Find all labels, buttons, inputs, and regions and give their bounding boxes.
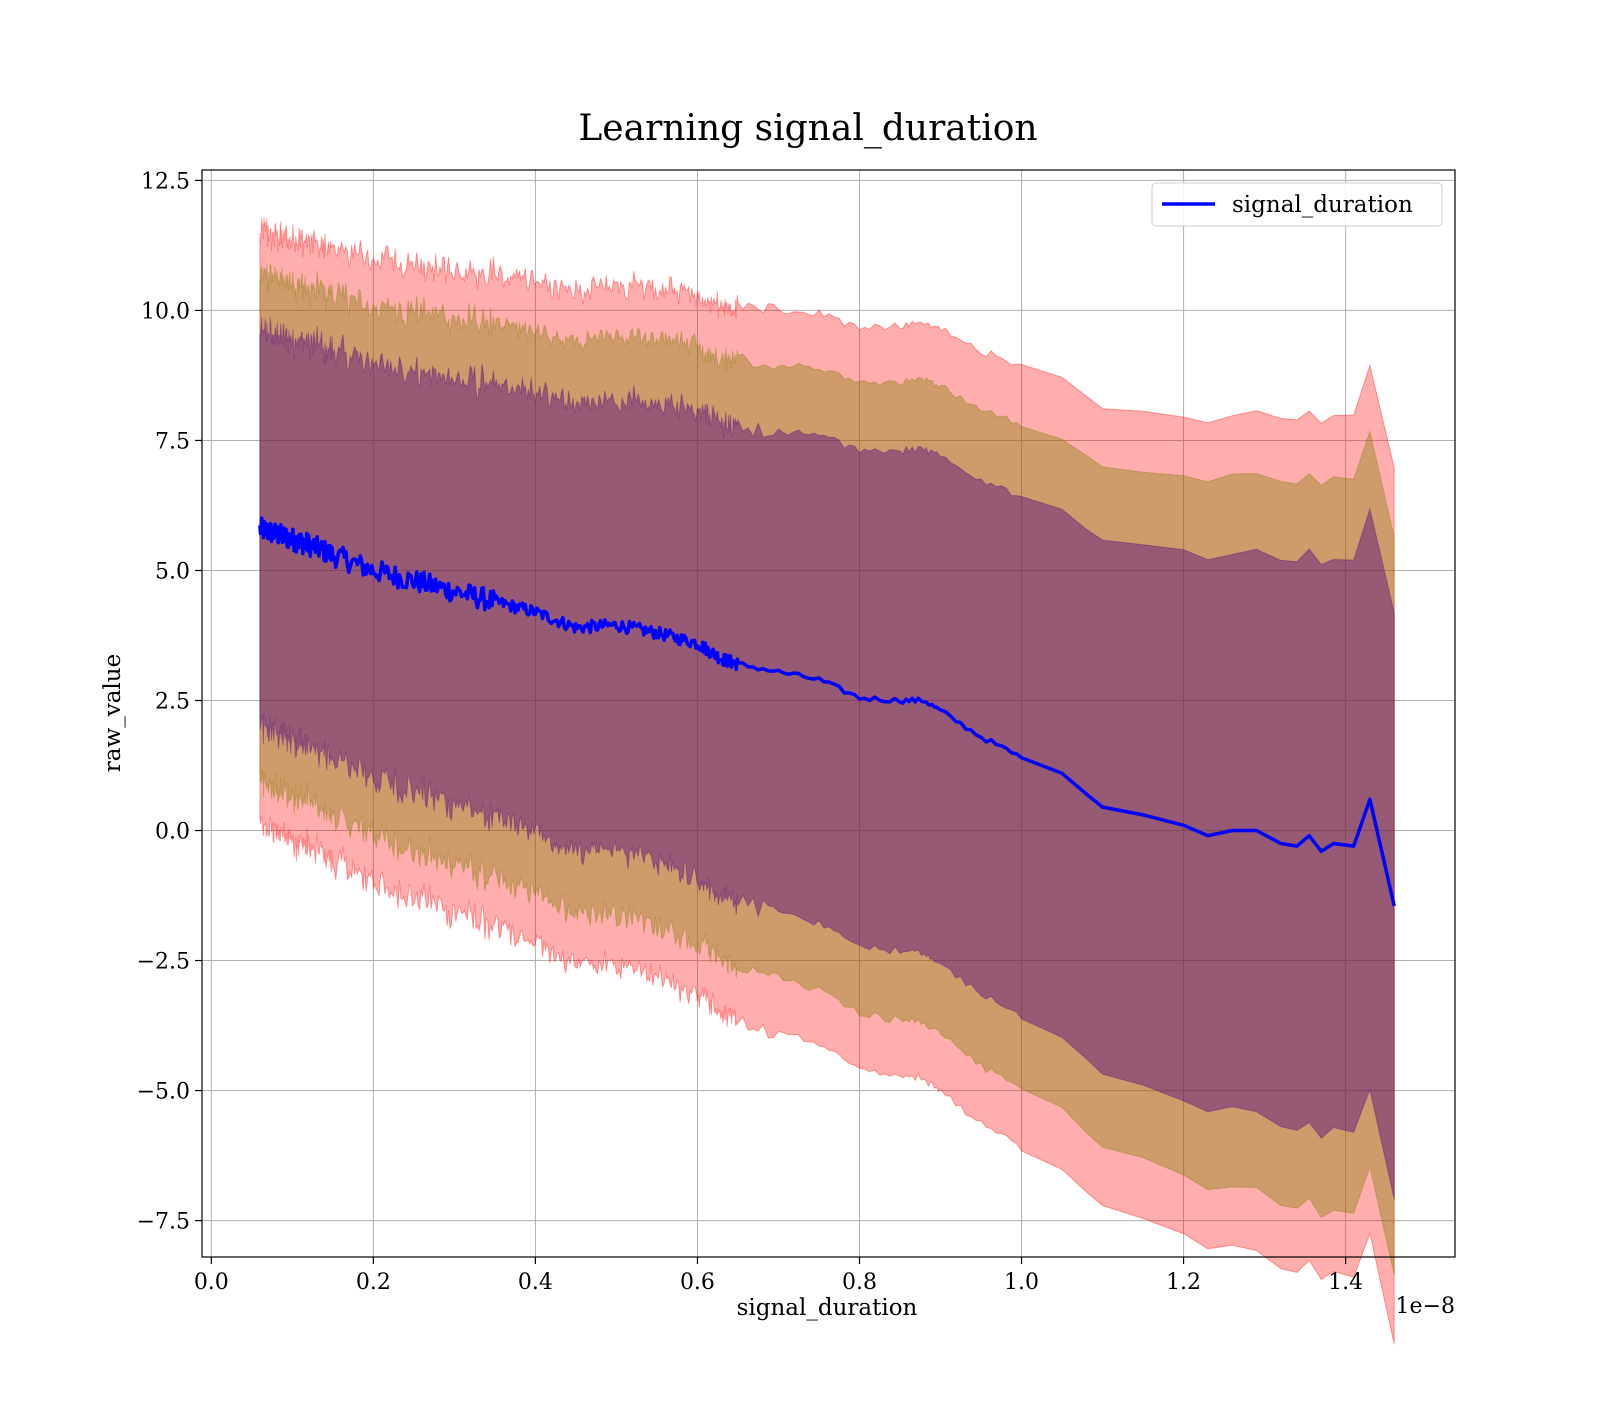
grid [202,170,1455,1257]
y-tick-label: 12.5 [141,169,190,194]
y-tick-label: 10.0 [141,299,190,324]
x-tick-label: 1.0 [1004,1270,1039,1295]
ticks: 0.0 0.2 0.4 0.6 0.8 1.0 1.2 1.4 −7.5 −5.0 −2.5 0.0 2… [137,169,1364,1295]
x-tick-label: 0.6 [680,1270,715,1295]
y-tick-label: −5.0 [137,1080,190,1105]
band-outer [259,217,1395,1345]
x-axis-label: signal_duration [737,1295,918,1321]
y-tick-label: −2.5 [137,950,190,975]
x-axis-offset-text: 1e−8 [1396,1294,1455,1319]
legend-box [1151,182,1443,227]
band-middle [259,263,1395,1275]
uncertainty-bands [259,217,1395,1345]
legend: signal_duration [1151,182,1443,227]
x-tick-label: 0.8 [842,1270,877,1295]
chart-title: Learning signal_duration [578,108,1037,149]
y-tick-label: 7.5 [155,429,190,454]
x-tick-label: 0.4 [518,1270,553,1295]
y-tick-label: 5.0 [155,559,190,584]
y-tick-label: 0.0 [155,820,190,845]
x-tick-label: 0.0 [194,1270,229,1295]
y-axis-label: raw_value [100,654,126,772]
y-tick-label: −7.5 [137,1210,190,1235]
plot-frame [201,169,1456,1258]
x-tick-label: 0.2 [356,1270,391,1295]
series-lines [258,516,1396,907]
x-tick-label: 1.2 [1166,1270,1201,1295]
y-tick-label: 2.5 [155,689,190,714]
band-inner [259,317,1395,1200]
series-line-signal-duration [258,516,1396,907]
x-tick-label: 1.4 [1328,1270,1363,1295]
legend-entry-signal-duration: signal_duration [1232,192,1413,218]
